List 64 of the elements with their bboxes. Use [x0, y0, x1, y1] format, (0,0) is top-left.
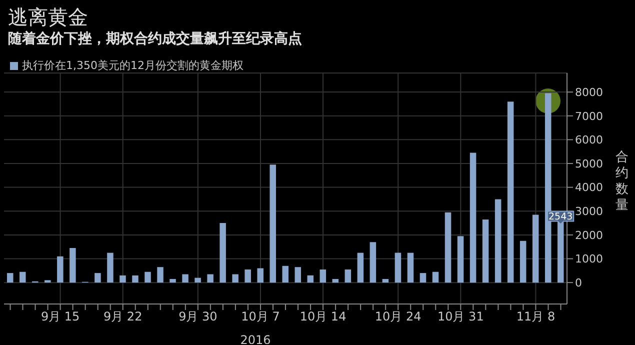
bar [494, 199, 502, 283]
bar [370, 242, 376, 283]
chart-title: 逃离黄金 [8, 4, 88, 30]
bar [207, 274, 214, 283]
legend-label: 执行价在1,350美元的12月份交割的黄金期权 [22, 59, 244, 72]
bar [294, 267, 302, 283]
y-tick-label: 4000 [575, 181, 603, 194]
bar [420, 273, 426, 283]
bar [144, 272, 151, 283]
bar [520, 240, 526, 283]
x-tick-label: 10月 31 [437, 310, 484, 324]
data-label: 2543 [548, 212, 573, 223]
bar [457, 236, 464, 283]
x-tick-label: 9月 30 [178, 310, 218, 324]
bar [20, 272, 26, 283]
bar [382, 278, 389, 283]
bar [344, 269, 352, 283]
bar [94, 273, 101, 283]
bar [357, 252, 364, 283]
y-tick-label: 8000 [575, 86, 603, 99]
y-tick-label: 7000 [575, 110, 603, 123]
bar [332, 278, 339, 283]
bar [482, 219, 489, 283]
x-tick-label: 9月 15 [40, 310, 80, 324]
bar [507, 102, 514, 283]
y-tick-label: 0 [575, 276, 582, 290]
y-tick-label: 6000 [575, 134, 603, 147]
bar [107, 252, 114, 283]
bar [170, 278, 176, 283]
chart-subtitle: 随着金价下挫，期权合约成交量飙升至纪录高点 [8, 30, 302, 48]
bar [257, 268, 264, 283]
y-axis-title: 合约数量 [616, 150, 628, 214]
bar [7, 273, 14, 283]
bar [232, 274, 238, 283]
bar [407, 252, 414, 283]
bar [270, 164, 276, 283]
bar [194, 278, 201, 283]
y-tick-label: 2000 [575, 228, 603, 242]
x-tick-label: 9月 22 [103, 310, 142, 324]
bar [220, 223, 226, 283]
x-tick-label: 10月 24 [374, 310, 422, 324]
bar [320, 269, 326, 283]
bar [132, 275, 138, 283]
bar [57, 256, 64, 283]
bar [244, 269, 251, 283]
bar [70, 248, 76, 283]
bar [532, 214, 539, 283]
bar [394, 252, 402, 283]
bar [470, 152, 476, 283]
bar [282, 266, 288, 283]
x-tick-label: 10月 14 [300, 310, 346, 324]
x-tick-label: 11月 8 [516, 310, 556, 324]
bar [157, 267, 164, 283]
bar [44, 280, 51, 283]
bar [182, 274, 188, 283]
y-tick-label: 1000 [575, 252, 603, 266]
bar [307, 275, 314, 283]
bar [444, 212, 452, 283]
x-axis-title: 2016 [240, 333, 271, 345]
y-tick-label: 3000 [575, 205, 603, 218]
bar [432, 272, 439, 283]
x-tick-label: 10月 7 [241, 310, 280, 324]
y-tick-label: 5000 [575, 157, 603, 170]
bar [120, 275, 126, 283]
